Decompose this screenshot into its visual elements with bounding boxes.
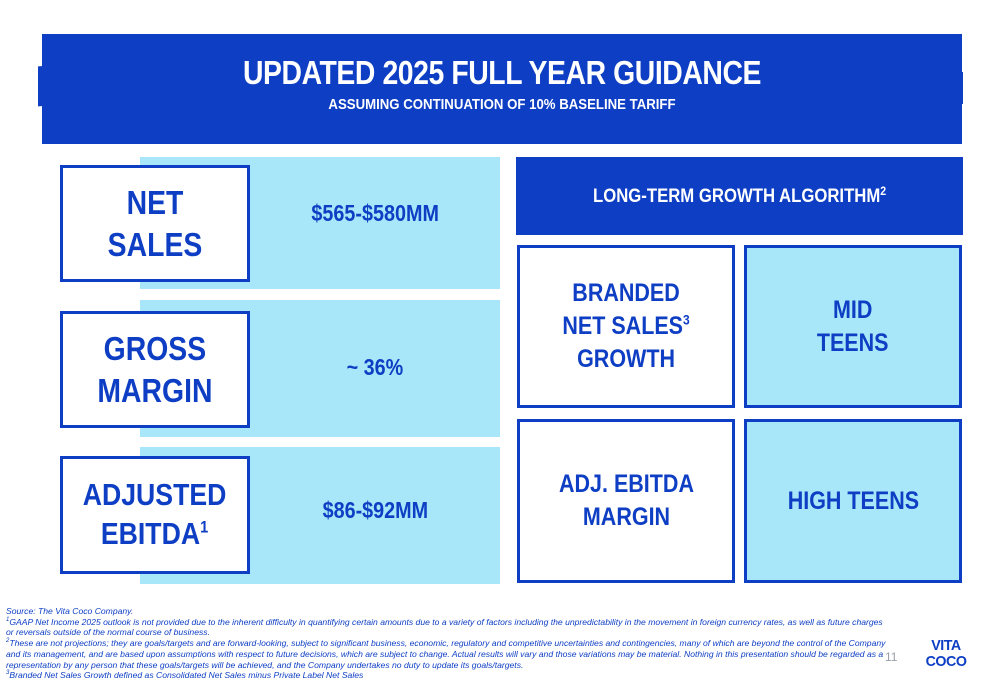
footnote-3-text: Branded Net Sales Growth defined as Cons…: [9, 670, 364, 681]
high-teens-cell: HIGH TEENS: [744, 419, 962, 583]
branded-net-sales-growth-cell: BRANDED NET SALES3 GROWTH: [517, 245, 735, 408]
adj-ebitda-margin-text: ADJ. EBITDA MARGIN: [559, 468, 694, 534]
vita-coco-logo: VITA COCO: [922, 638, 970, 674]
footnote-2: 2These are not projections; they are goa…: [6, 638, 886, 670]
branded-line3: GROWTH: [577, 345, 675, 373]
title-banner: UPDATED 2025 FULL YEAR GUIDANCE ASSUMING…: [42, 34, 962, 144]
gross-margin-label-line2: MARGIN: [97, 371, 213, 409]
logo-line2: COCO: [925, 653, 967, 670]
adj-ebitda-line2: MARGIN: [582, 503, 670, 531]
adjusted-ebitda-label-line2: EBITDA: [101, 516, 201, 551]
gross-margin-label-line1: GROSS: [103, 330, 207, 368]
logo-line1: VITA: [931, 637, 961, 654]
page-title: UPDATED 2025 FULL YEAR GUIDANCE: [242, 54, 762, 91]
footnote-ref-2: 2: [880, 183, 887, 198]
page-number: 11: [885, 650, 898, 664]
gross-margin-label-text: GROSS MARGIN: [97, 328, 212, 411]
branded-net-sales-growth-text: BRANDED NET SALES3 GROWTH: [562, 277, 689, 376]
ltga-header-text: LONG-TERM GROWTH ALGORITHM: [592, 186, 881, 208]
long-term-growth-algorithm-header: LONG-TERM GROWTH ALGORITHM2: [516, 157, 963, 235]
net-sales-label-text: NET SALES: [107, 184, 203, 263]
high-teens-text: HIGH TEENS: [787, 486, 919, 515]
mid-teens-line2: TEENS: [817, 328, 889, 357]
footnote-1: 1GAAP Net Income 2025 outlook is not pro…: [6, 616, 883, 638]
net-sales-label: NET SALES: [60, 165, 250, 282]
mid-teens-cell: MID TEENS: [744, 245, 962, 408]
net-sales-value: $565-$580MM: [250, 200, 500, 227]
adjusted-ebitda-value: $86-$92MM: [250, 497, 500, 524]
gross-margin-value-text: ~ 36%: [346, 354, 404, 380]
adjusted-ebitda-value-text: $86-$92MM: [322, 497, 428, 523]
source-note: Source: The Vita Coco Company.: [6, 606, 134, 616]
page-subtitle: ASSUMING CONTINUATION OF 10% BASELINE TA…: [328, 96, 676, 113]
net-sales-value-text: $565-$580MM: [311, 200, 439, 226]
footnote-2-text: These are not projections; they are goal…: [6, 638, 886, 670]
adjusted-ebitda-label-text: ADJUSTED EBITDA1: [83, 476, 227, 554]
footnotes: Source: The Vita Coco Company. 1GAAP Net…: [6, 606, 886, 681]
branded-line2: NET SALES: [562, 312, 683, 340]
footnote-ref-1: 1: [200, 517, 209, 537]
adj-ebitda-line1: ADJ. EBITDA: [558, 470, 694, 498]
gross-margin-label: GROSS MARGIN: [60, 311, 250, 428]
footnote-ref-3: 3: [682, 311, 690, 328]
adjusted-ebitda-label: ADJUSTED EBITDA1: [60, 456, 250, 574]
adjusted-ebitda-label-line1: ADJUSTED: [83, 477, 227, 513]
branded-line1: BRANDED: [572, 279, 680, 307]
mid-teens-line1: MID: [833, 295, 873, 324]
footnote-3: 3Branded Net Sales Growth defined as Con…: [6, 670, 364, 681]
gross-margin-value: ~ 36%: [250, 354, 500, 381]
footnote-1-text: GAAP Net Income 2025 outlook is not prov…: [6, 616, 883, 638]
adj-ebitda-margin-cell: ADJ. EBITDA MARGIN: [517, 419, 735, 583]
mid-teens-text: MID TEENS: [817, 294, 889, 360]
